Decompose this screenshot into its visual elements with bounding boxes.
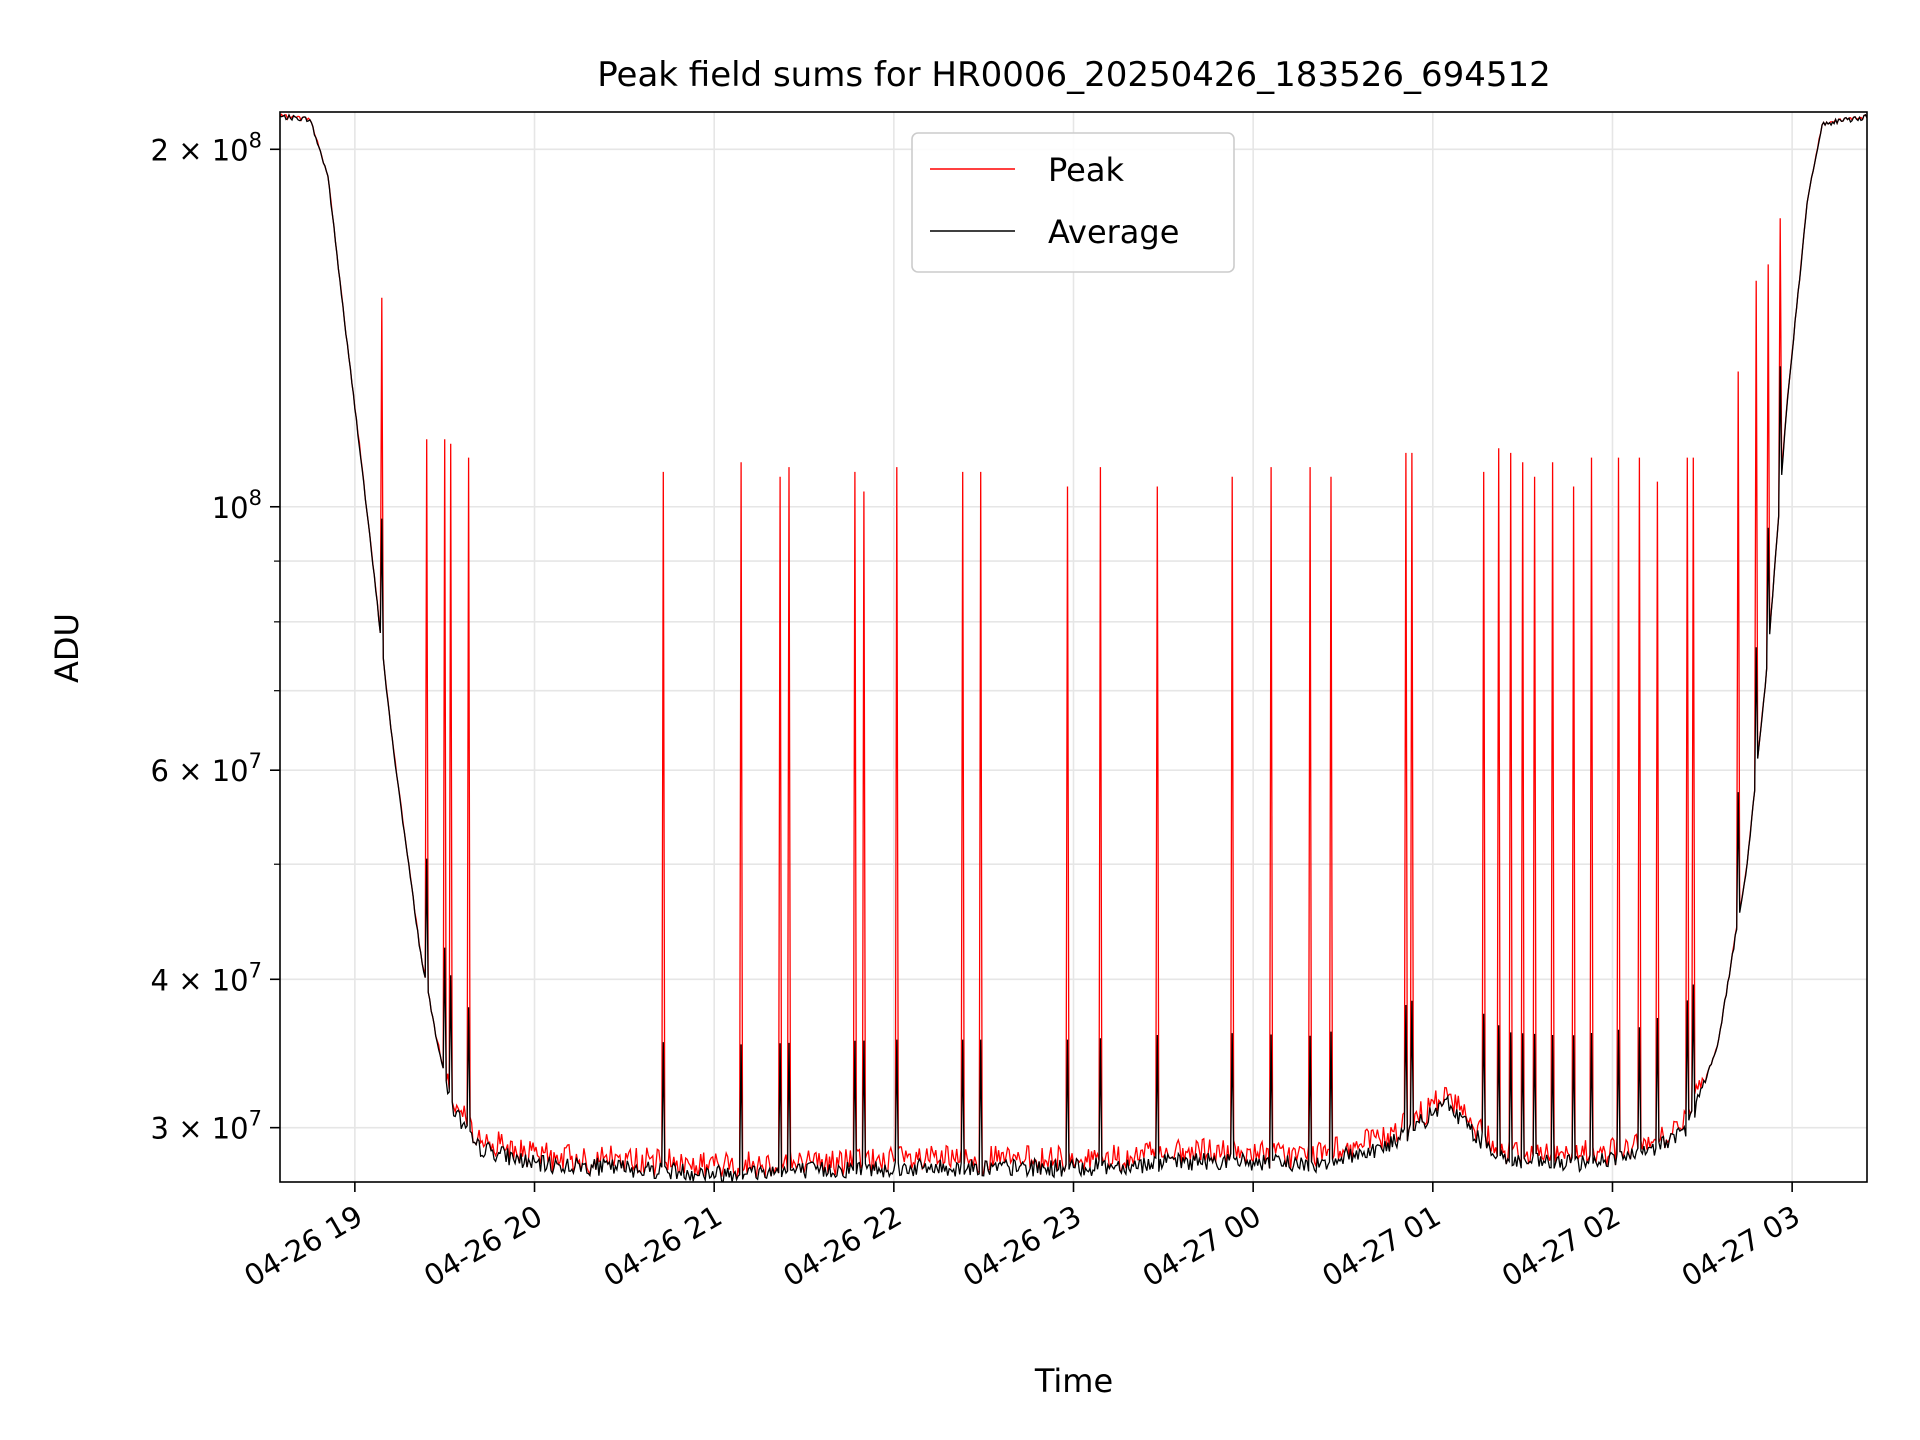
legend-label-average: Average <box>1048 213 1179 251</box>
legend: Peak Average <box>911 132 1235 273</box>
legend-label-peak: Peak <box>1048 151 1124 189</box>
series-line-peak <box>280 113 1867 1180</box>
y-tick-label-1: 4 × 107 <box>151 958 262 997</box>
y-tick-label-0: 3 × 107 <box>151 1107 262 1146</box>
y-tick-label-4: 2 × 108 <box>151 128 262 167</box>
chart-title: Peak field sums for HR0006_20250426_1835… <box>597 55 1551 95</box>
x-axis-label: Time <box>1034 1362 1113 1400</box>
y-axis-label: ADU <box>48 613 86 683</box>
series-line-average <box>280 113 1867 1182</box>
plot-series <box>280 113 1867 1182</box>
legend-box <box>911 132 1235 273</box>
y-tick-label-2: 6 × 107 <box>151 749 262 788</box>
